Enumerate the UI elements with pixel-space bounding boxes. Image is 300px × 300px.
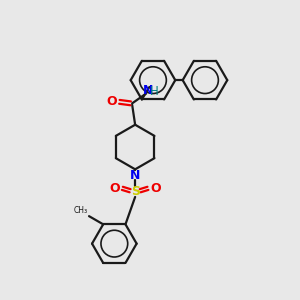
Text: S: S xyxy=(130,185,140,198)
Text: H: H xyxy=(150,85,158,98)
Text: O: O xyxy=(106,95,117,108)
Text: N: N xyxy=(142,84,153,97)
Text: CH₃: CH₃ xyxy=(74,206,88,215)
Text: O: O xyxy=(150,182,161,195)
Text: N: N xyxy=(130,169,140,182)
Text: O: O xyxy=(110,182,120,195)
